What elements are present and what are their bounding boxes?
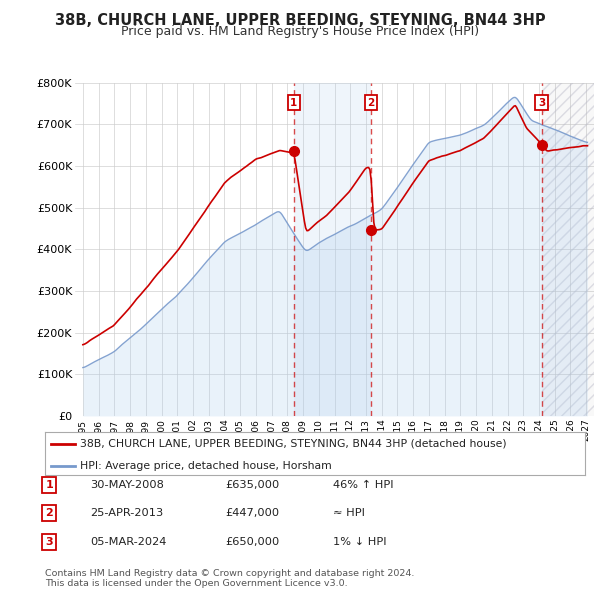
Text: 2: 2 [367, 97, 374, 107]
Text: £650,000: £650,000 [225, 537, 279, 546]
Text: 38B, CHURCH LANE, UPPER BEEDING, STEYNING, BN44 3HP (detached house): 38B, CHURCH LANE, UPPER BEEDING, STEYNIN… [80, 439, 507, 449]
Text: 1: 1 [290, 97, 298, 107]
Text: Contains HM Land Registry data © Crown copyright and database right 2024.: Contains HM Land Registry data © Crown c… [45, 569, 415, 578]
Text: 25-APR-2013: 25-APR-2013 [90, 509, 163, 518]
Text: This data is licensed under the Open Government Licence v3.0.: This data is licensed under the Open Gov… [45, 579, 347, 588]
Text: ≈ HPI: ≈ HPI [333, 509, 365, 518]
Bar [294, 83, 371, 416]
Text: HPI: Average price, detached house, Horsham: HPI: Average price, detached house, Hors… [80, 461, 332, 471]
Text: Price paid vs. HM Land Registry's House Price Index (HPI): Price paid vs. HM Land Registry's House … [121, 25, 479, 38]
Text: £635,000: £635,000 [225, 480, 279, 490]
Text: 1% ↓ HPI: 1% ↓ HPI [333, 537, 386, 546]
Text: 3: 3 [46, 537, 53, 546]
Bar [542, 83, 594, 416]
Text: 30-MAY-2008: 30-MAY-2008 [90, 480, 164, 490]
Text: 3: 3 [538, 97, 545, 107]
Text: 1: 1 [46, 480, 53, 490]
Bar [542, 83, 594, 416]
Text: 05-MAR-2024: 05-MAR-2024 [90, 537, 166, 546]
Text: 2: 2 [46, 509, 53, 518]
Text: £447,000: £447,000 [225, 509, 279, 518]
Text: 46% ↑ HPI: 46% ↑ HPI [333, 480, 394, 490]
Text: 38B, CHURCH LANE, UPPER BEEDING, STEYNING, BN44 3HP: 38B, CHURCH LANE, UPPER BEEDING, STEYNIN… [55, 13, 545, 28]
